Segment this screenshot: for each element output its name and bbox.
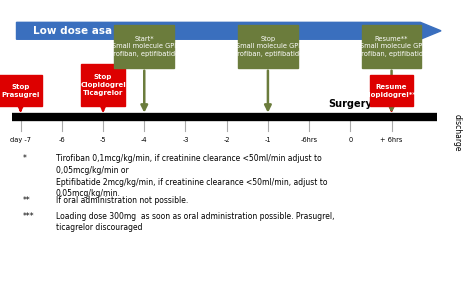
Text: **: ** [23,196,30,205]
Text: Start*
Small molecule GPI
(tirofiban, eptifibatide): Start* Small molecule GPI (tirofiban, ep… [106,36,182,57]
Text: Low dose asa: Low dose asa [33,26,112,36]
Text: discharge: discharge [453,114,462,151]
FancyBboxPatch shape [238,25,298,68]
Text: Surgery: Surgery [328,99,372,109]
Text: Resume**
Small molecule GPI
(tirofiban, eptifibatide): Resume** Small molecule GPI (tirofiban, … [354,36,429,57]
Text: *: * [23,154,27,163]
Text: Stop
Small molecule GPI
(tirofiban, eptifibatide): Stop Small molecule GPI (tirofiban, epti… [230,36,306,57]
FancyBboxPatch shape [82,64,125,106]
Text: -3: -3 [182,137,189,143]
Text: Stop
Prasugrel: Stop Prasugrel [1,84,40,98]
FancyBboxPatch shape [370,75,413,106]
Text: -1: -1 [264,137,271,143]
Text: -6: -6 [58,137,65,143]
FancyBboxPatch shape [114,25,174,68]
Text: ***: *** [23,212,34,221]
FancyArrow shape [17,22,441,39]
Text: If oral administration not possible.: If oral administration not possible. [55,196,188,205]
FancyBboxPatch shape [362,25,421,68]
Text: 0: 0 [348,137,353,143]
Text: day -7: day -7 [10,137,31,143]
Text: -5: -5 [100,137,106,143]
Text: -4: -4 [141,137,147,143]
Text: Loading dose 300mg  as soon as oral administration possible. Prasugrel,
ticagrel: Loading dose 300mg as soon as oral admin… [55,212,334,233]
Text: -6hrs: -6hrs [301,137,318,143]
Text: Stop
Clopidogrel
Ticagrelor: Stop Clopidogrel Ticagrelor [80,74,126,96]
FancyBboxPatch shape [0,75,42,106]
Text: Resume
Clopidogrel***: Resume Clopidogrel*** [363,84,420,98]
Text: -2: -2 [223,137,230,143]
Text: Tirofiban 0,1mcg/kg/min, if creatinine clearance <50ml/min adjust to
0,05mcg/kg/: Tirofiban 0,1mcg/kg/min, if creatinine c… [55,154,327,198]
Text: + 6hrs: + 6hrs [380,137,403,143]
